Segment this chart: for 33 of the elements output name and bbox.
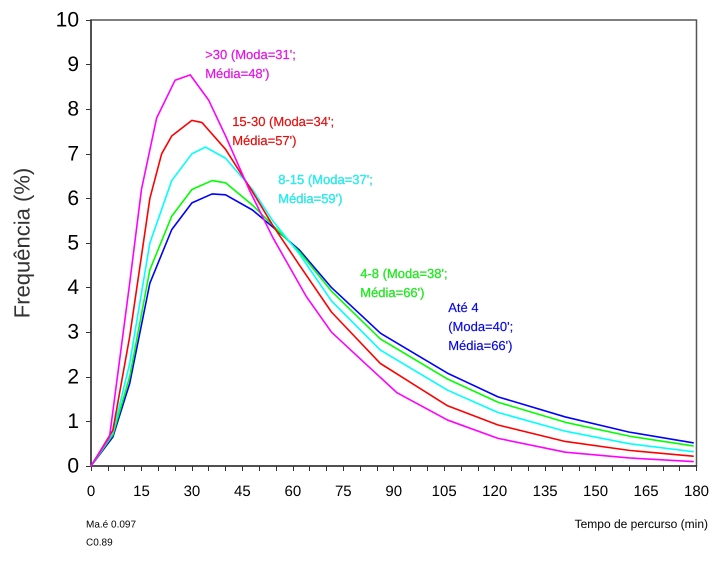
series-label: >30 (Moda=31'; Média=48') [205,47,300,81]
y-tick-label: 0 [67,454,79,478]
x-tick-label: 150 [583,483,608,500]
text: C0.89 [86,538,114,548]
x-tick-label: 120 [482,483,508,500]
x-axis-title: Tempo de percurso (min) [574,517,708,531]
y-tick-label: 5 [67,232,79,254]
x-tick-label: 0 [86,483,96,500]
y-tick-label: 9 [67,53,79,76]
y-tick-label: 1 [67,410,79,433]
y-tick-label: 8 [67,98,79,121]
x-tick-label: 60 [284,483,302,500]
series-label: 4-8 (Moda=38'; Média=66') [360,266,452,300]
text: Ma.é 0.097 [86,520,136,530]
y-tick-label: 6 [67,186,79,210]
x-tick-label: 180 [684,483,709,500]
x-tick-label: 15 [133,483,150,500]
x-tick-label: 75 [334,483,352,500]
x-tick-label: 30 [184,483,200,500]
series-label: 15-30 (Moda=34'; Média=57') [232,114,338,148]
y-axis-title: Frequência (%) [10,168,34,318]
x-tick-label: 165 [634,483,659,500]
y-tick-label: 4 [67,276,80,300]
y-tick-label: 7 [67,142,79,166]
x-tick-label: 45 [234,483,251,500]
y-tick-label: 3 [67,320,79,344]
series-label: 8-15 (Moda=37'; Média=59') [278,172,376,206]
x-tick-label: 135 [532,483,558,500]
y-tick-label: 2 [67,365,79,388]
x-tick-label: 90 [385,483,402,500]
y-tick-label: 10 [56,8,79,32]
series-label: Até 4 (Moda=40'; Média=66') [448,300,517,353]
x-tick-label: 105 [432,483,457,500]
